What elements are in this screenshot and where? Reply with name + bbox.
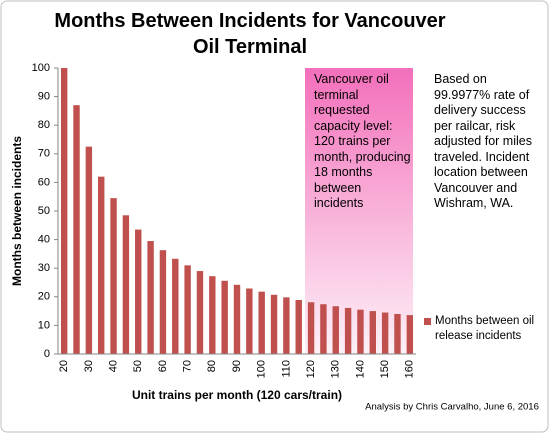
x-tick-label: 80 bbox=[206, 360, 218, 372]
bar bbox=[246, 288, 253, 354]
bar bbox=[344, 307, 352, 354]
y-tick-label: 70 bbox=[38, 148, 50, 160]
x-tick-label: 140 bbox=[354, 360, 366, 378]
bar bbox=[295, 299, 302, 354]
x-tick-label: 40 bbox=[107, 360, 119, 372]
bar bbox=[394, 313, 401, 354]
y-tick-label: 10 bbox=[38, 319, 50, 331]
x-tick-label: 100 bbox=[256, 360, 268, 378]
source-note: Analysis by Chris Carvalho, June 6, 2016 bbox=[365, 402, 539, 413]
x-tick-label: 110 bbox=[280, 360, 292, 378]
x-tick-label: 30 bbox=[83, 360, 95, 372]
chart-title: Months Between Incidents for Vancouver O… bbox=[54, 10, 446, 58]
bar bbox=[406, 315, 414, 354]
bar bbox=[307, 302, 315, 354]
bar bbox=[233, 284, 241, 354]
bar bbox=[196, 271, 204, 354]
x-tick-label: 60 bbox=[157, 360, 169, 372]
y-tick-label: 40 bbox=[38, 234, 50, 246]
legend-label: Months between oil release incidents bbox=[435, 315, 535, 342]
y-tick-label: 0 bbox=[44, 348, 50, 360]
bar bbox=[110, 198, 117, 354]
y-tick-label: 50 bbox=[38, 205, 50, 217]
bar bbox=[369, 311, 376, 354]
bar bbox=[147, 241, 154, 354]
bar bbox=[73, 105, 80, 355]
annotation: Vancouver oil terminal requested capacit… bbox=[314, 72, 411, 210]
bar bbox=[332, 306, 339, 354]
y-axis-label: Months between incidents bbox=[10, 136, 24, 286]
annotation: Based on 99.9977% rate of delivery succe… bbox=[434, 72, 532, 210]
x-tick-label: 50 bbox=[132, 360, 144, 372]
y-tick-label: 90 bbox=[38, 91, 50, 103]
bar bbox=[320, 304, 327, 354]
bar bbox=[60, 68, 68, 354]
y-tick-label: 60 bbox=[38, 176, 50, 188]
bar bbox=[270, 294, 278, 354]
x-tick-label: 160 bbox=[404, 360, 416, 378]
y-tick-label: 30 bbox=[38, 262, 50, 274]
bar bbox=[381, 312, 389, 354]
x-tick-label: 20 bbox=[58, 360, 70, 372]
x-tick-label: 120 bbox=[305, 360, 317, 378]
x-tick-label: 70 bbox=[182, 360, 194, 372]
bar bbox=[85, 146, 93, 354]
x-tick-label: 90 bbox=[231, 360, 243, 372]
y-tick-label: 80 bbox=[38, 119, 50, 131]
bar bbox=[283, 297, 290, 354]
bar bbox=[357, 309, 364, 354]
x-tick-label: 150 bbox=[379, 360, 391, 378]
bar bbox=[159, 250, 167, 354]
x-tick-label: 130 bbox=[330, 360, 342, 378]
bar bbox=[209, 276, 216, 354]
bar bbox=[98, 176, 105, 354]
bar bbox=[135, 229, 142, 354]
y-tick-label: 100 bbox=[32, 62, 50, 74]
bar bbox=[258, 291, 265, 354]
y-tick-label: 20 bbox=[38, 291, 50, 303]
bar bbox=[221, 280, 228, 354]
bar bbox=[184, 265, 191, 354]
bar bbox=[122, 215, 130, 354]
x-axis-label: Unit trains per month (120 cars/train) bbox=[132, 388, 342, 402]
bar bbox=[172, 258, 179, 354]
legend-swatch bbox=[424, 318, 431, 325]
